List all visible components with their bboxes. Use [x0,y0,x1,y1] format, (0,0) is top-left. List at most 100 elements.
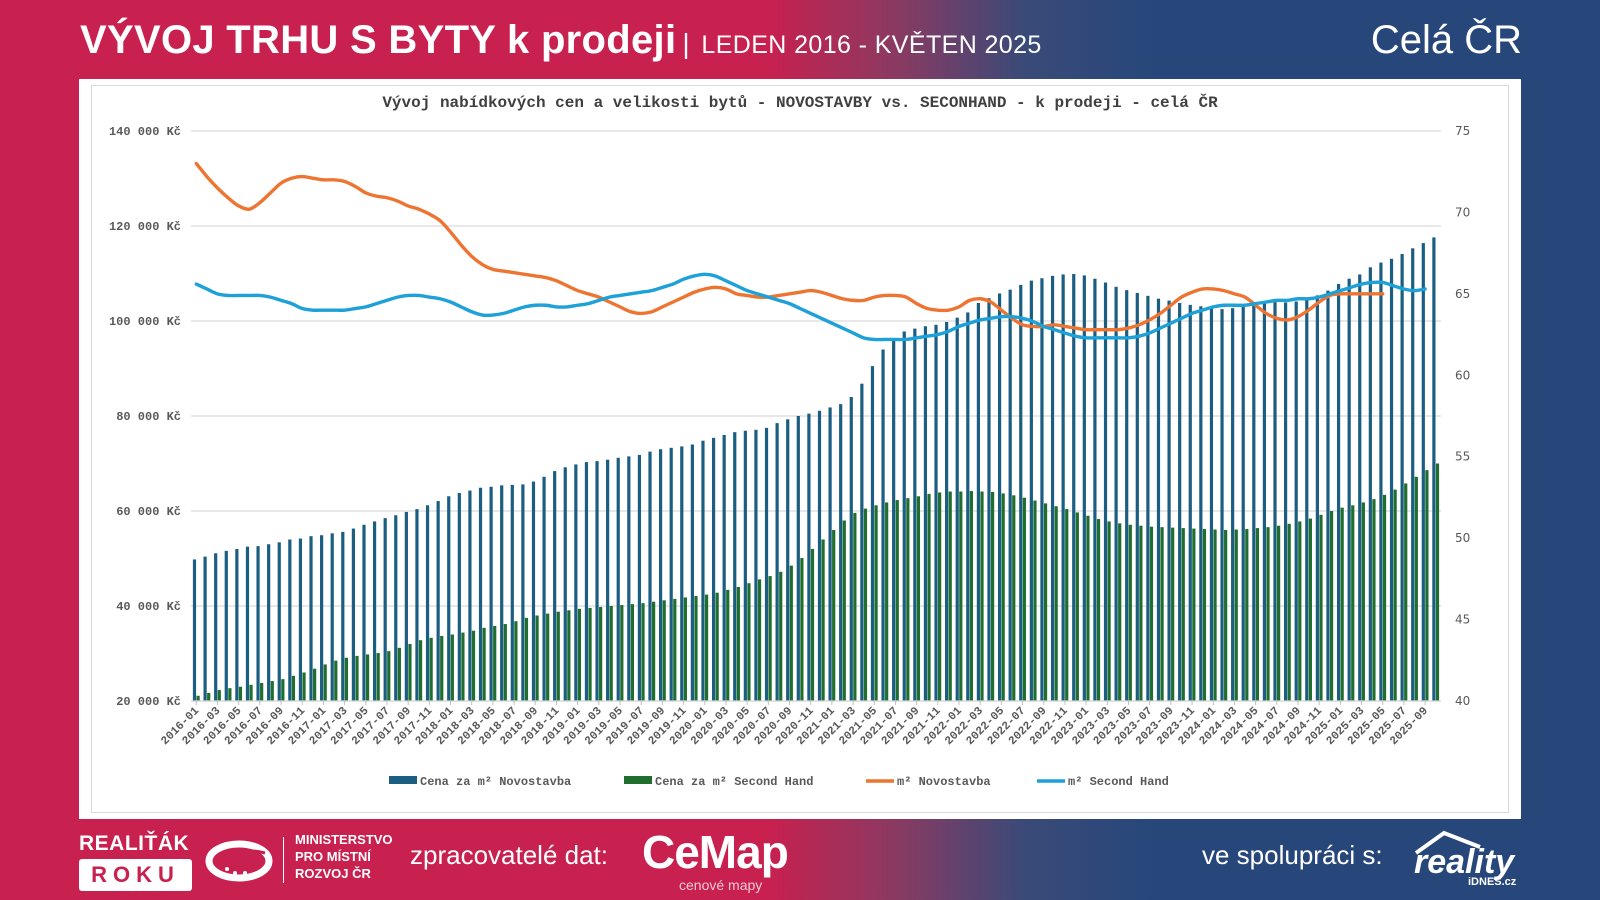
bar-secondhand [249,684,253,701]
bar-novostavba [341,531,345,701]
bar-secondhand [376,653,380,701]
bar-secondhand [228,688,232,701]
bar-novostavba [1061,274,1065,701]
bar-secondhand [810,549,815,701]
bar-novostavba [288,539,292,701]
y2-tick-label: 40 [1455,694,1470,708]
bar-novostavba [860,383,864,701]
bar-secondhand [990,492,995,701]
bar-secondhand [1096,519,1101,701]
bar-secondhand [1012,495,1016,701]
bar-secondhand [1065,509,1069,701]
bar-secondhand [418,640,423,701]
bar-novostavba [764,427,769,701]
bar-novostavba [1389,258,1394,701]
bar-secondhand [291,675,296,701]
bar-secondhand [1277,525,1281,701]
bar-secondhand [1404,483,1408,701]
bar-secondhand [959,491,963,701]
bar-secondhand [938,492,942,701]
bar-secondhand [1181,528,1185,701]
processors-label: zpracovatelé dat: [410,840,609,870]
bar-secondhand [599,606,603,701]
bar-novostavba [1125,290,1129,701]
bar-novostavba [1347,278,1351,701]
bar-secondhand [779,571,783,701]
y-tick-label: 40 000 Kč [116,600,181,614]
cemap-logo-text: CeMap [642,826,789,878]
bar-secondhand [260,682,264,701]
bar-secondhand [694,596,698,701]
bar-secondhand [1075,512,1079,701]
legend-swatch [389,776,417,784]
bar-secondhand [535,615,539,701]
bar-novostavba [1082,275,1086,701]
bar-secondhand [387,651,391,701]
bar-novostavba [584,462,589,701]
header: VÝVOJ TRHU S BYTY k prodeji | LEDEN 2016 … [80,14,1522,74]
bar-novostavba [870,366,875,701]
bar-novostavba [595,461,599,701]
bar-novostavba [1209,308,1214,701]
bar-secondhand [1118,523,1122,701]
bar-novostavba [245,546,250,701]
bar-novostavba [563,467,567,701]
bar-novostavba [383,518,387,701]
bar-secondhand [863,508,868,701]
reality-brand: reality [1414,843,1516,881]
bar-secondhand [853,512,857,701]
bar-secondhand [503,624,507,701]
bar-secondhand [302,672,306,701]
bar-secondhand [207,692,211,701]
bar-secondhand [1213,529,1217,701]
bar-novostavba [1273,302,1277,701]
bar-secondhand [1086,515,1090,701]
bar-novostavba [1220,309,1224,701]
bar-novostavba [902,331,906,701]
bar-novostavba [839,404,843,701]
bar-secondhand [429,637,433,701]
bar-novostavba [1283,302,1288,701]
bar-secondhand [630,604,635,701]
bar-novostavba [1294,301,1298,701]
bar-novostavba [1421,243,1425,701]
legend-item: Cena za m² Second Hand [624,775,813,789]
bar-secondhand [1435,463,1440,701]
ministry-name: MINISTERSTVO PRO MÍSTNÍ ROZVOJ ČR [295,831,393,882]
bar-novostavba [362,524,366,701]
bar-secondhand [1382,494,1387,701]
bar-novostavba [574,464,578,701]
bar-secondhand [874,505,878,701]
bar-secondhand [1266,527,1270,701]
y2-tick-label: 70 [1455,205,1470,219]
bar-novostavba [320,535,324,701]
bar-novostavba [711,437,716,701]
bar-novostavba [913,328,917,701]
bar-novostavba [987,298,991,701]
bar-secondhand [652,601,656,701]
bar-novostavba [892,338,896,701]
bar-secondhand [461,632,465,701]
bar-secondhand [196,695,200,701]
bar-secondhand [1298,521,1302,701]
bar-secondhand [397,647,401,701]
line-secondhand [194,272,1427,342]
bar-novostavba [923,326,928,701]
bar-novostavba [436,501,440,701]
legend: Cena za m² Novostavba Cena za m² Second H… [389,775,1169,789]
bar-secondhand [1319,514,1323,701]
bar-secondhand [885,502,889,701]
bar-secondhand [641,603,645,701]
bar-novostavba [394,515,398,701]
ministry-line: PRO MÍSTNÍ [295,849,371,864]
bar-secondhand [1054,506,1058,701]
bar-novostavba [415,509,419,701]
bar-secondhand [1160,527,1164,701]
legend-swatch [624,776,652,784]
bar-secondhand [1149,526,1154,701]
cemap-subtitle: cenové mapy [679,877,763,893]
bar-secondhand [662,600,666,701]
bars [192,237,1440,701]
y-tick-label: 120 000 Kč [109,220,181,234]
bar-secondhand [969,491,974,701]
